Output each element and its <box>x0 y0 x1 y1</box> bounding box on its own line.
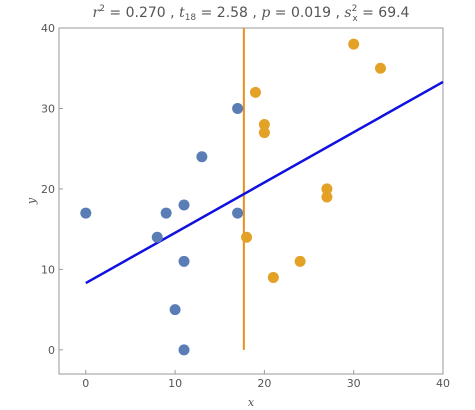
title-p-symbol: p <box>261 5 270 21</box>
title-s-sup: 2 <box>352 4 358 14</box>
chart-title: r2 = 0.270 , t18 = 2.58 , p = 0.019 , s2… <box>93 4 410 24</box>
title-p-value: 0.019 <box>291 5 331 21</box>
data-point-group-2 <box>258 127 270 139</box>
data-point-group-1 <box>160 207 172 219</box>
title-s2-value: 69.4 <box>378 5 409 21</box>
title-r2-value: 0.270 <box>126 5 166 21</box>
title-r-sup: 2 <box>99 4 105 14</box>
data-point-group-1 <box>232 102 244 114</box>
axis-ticks: 0 10 20 30 40 0 10 20 30 40 <box>41 22 450 390</box>
data-point-group-1 <box>178 344 190 356</box>
data-point-group-2 <box>321 183 333 195</box>
title-s-sub: x <box>352 14 358 24</box>
y-tick-label: 40 <box>41 22 55 35</box>
data-point-group-1 <box>169 304 181 316</box>
y-tick-label: 30 <box>41 102 55 115</box>
y-tick-label: 0 <box>48 344 55 357</box>
data-point-group-2 <box>258 119 270 131</box>
data-point-group-2 <box>267 271 279 283</box>
y-tick-label: 20 <box>41 183 55 196</box>
regression-line <box>85 80 444 285</box>
title-s-symbol: s <box>344 5 351 21</box>
title-t-sub: 18 <box>185 13 197 23</box>
data-point-group-1 <box>196 151 208 163</box>
plot-marks <box>80 28 444 356</box>
x-tick-label: 30 <box>347 377 361 390</box>
data-point-group-1 <box>232 207 244 219</box>
y-tick-label: 10 <box>41 263 55 276</box>
y-axis-label: y <box>25 197 38 205</box>
plot-frame <box>58 27 444 375</box>
data-point-group-2 <box>374 62 386 74</box>
data-point-group-2 <box>348 38 360 50</box>
data-point-group-1 <box>151 231 163 243</box>
x-tick-label: 10 <box>168 377 182 390</box>
data-point-group-2 <box>241 231 253 243</box>
x-axis-label: x <box>248 396 255 409</box>
data-point-group-2 <box>321 191 333 203</box>
data-point-group-1 <box>80 207 92 219</box>
data-point-group-1 <box>178 199 190 211</box>
x-tick-label: 40 <box>436 377 450 390</box>
data-point-group-2 <box>249 86 261 98</box>
title-t-value: 2.58 <box>217 5 248 21</box>
x-tick-label: 20 <box>257 377 271 390</box>
title-r-symbol: r <box>93 5 101 21</box>
x-tick-label: 0 <box>82 377 89 390</box>
data-point-group-1 <box>178 255 190 267</box>
title-t-symbol: t <box>179 5 185 21</box>
data-point-group-2 <box>294 255 306 267</box>
